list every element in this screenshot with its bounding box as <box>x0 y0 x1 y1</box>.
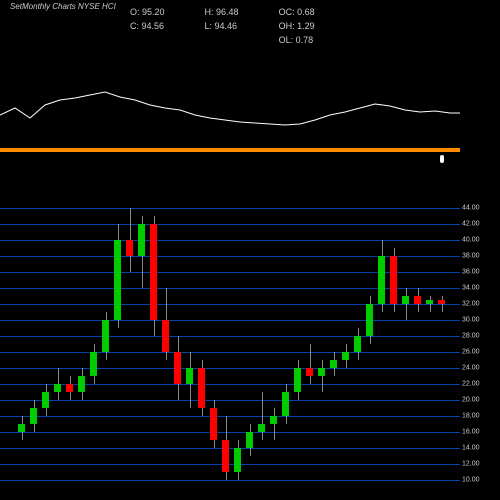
grid-line <box>0 320 460 321</box>
candle-body <box>102 320 109 352</box>
grid-line <box>0 448 460 449</box>
indicator-line <box>0 92 460 125</box>
price-axis: 44.00 42.00 40.00 38.00 36.00 34.00 32.00 30.00… <box>462 200 500 480</box>
grid-line <box>0 464 460 465</box>
candle-body <box>342 352 349 360</box>
candlestick-panel <box>0 200 460 480</box>
price-label: 44.00 <box>462 205 480 212</box>
candle-body <box>114 240 121 320</box>
candle-body <box>402 296 409 304</box>
candle-body <box>198 368 205 408</box>
candle-body <box>90 352 97 376</box>
price-label: 28.00 <box>462 333 480 340</box>
candle-body <box>30 408 37 424</box>
candle-body <box>42 392 49 408</box>
grid-line <box>0 416 460 417</box>
candle-body <box>54 384 61 392</box>
candle-body <box>426 300 433 304</box>
candle-wick <box>430 296 431 312</box>
candle-body <box>438 300 445 304</box>
line-chart-svg <box>0 0 460 148</box>
candle-body <box>222 440 229 472</box>
candle-body <box>162 320 169 352</box>
price-label: 12.00 <box>462 461 480 468</box>
candle-body <box>282 392 289 416</box>
candle-body <box>246 432 253 448</box>
price-label: 10.00 <box>462 477 480 484</box>
candle-wick <box>406 288 407 320</box>
candle-body <box>234 448 241 472</box>
candle-body <box>294 368 301 392</box>
candle-wick <box>274 408 275 440</box>
price-label: 32.00 <box>462 301 480 308</box>
price-label: 22.00 <box>462 381 480 388</box>
candle-body <box>414 296 421 304</box>
grid-line <box>0 224 460 225</box>
price-label: 40.00 <box>462 237 480 244</box>
price-label: 14.00 <box>462 445 480 452</box>
grid-line <box>0 480 460 481</box>
candle-body <box>354 336 361 352</box>
grid-line <box>0 368 460 369</box>
grid-line <box>0 240 460 241</box>
price-label: 18.00 <box>462 413 480 420</box>
candle-body <box>174 352 181 384</box>
grid-line <box>0 304 460 305</box>
grid-line <box>0 208 460 209</box>
candle-wick <box>322 360 323 392</box>
candle-body <box>366 304 373 336</box>
candle-body <box>258 424 265 432</box>
grid-line <box>0 336 460 337</box>
candle-body <box>330 360 337 368</box>
price-label: 36.00 <box>462 269 480 276</box>
price-label: 42.00 <box>462 221 480 228</box>
candle-body <box>138 224 145 256</box>
panel-divider <box>0 148 460 152</box>
candle-body <box>318 368 325 376</box>
candle-body <box>126 240 133 256</box>
candle-body <box>186 368 193 384</box>
price-label: 20.00 <box>462 397 480 404</box>
candle-body <box>66 384 73 392</box>
grid-line <box>0 432 460 433</box>
candle-body <box>18 424 25 432</box>
price-label: 24.00 <box>462 365 480 372</box>
candle-body <box>306 368 313 376</box>
candle-body <box>390 256 397 304</box>
price-label: 38.00 <box>462 253 480 260</box>
grid-line <box>0 352 460 353</box>
price-label: 26.00 <box>462 349 480 356</box>
price-label: 30.00 <box>462 317 480 324</box>
candle-body <box>378 256 385 304</box>
price-label: 16.00 <box>462 429 480 436</box>
candle-wick <box>262 392 263 440</box>
candle-body <box>150 224 157 320</box>
candle-wick <box>442 296 443 312</box>
grid-line <box>0 400 460 401</box>
candle-body <box>78 376 85 392</box>
candle-body <box>210 408 217 440</box>
candle-body <box>270 416 277 424</box>
current-marker <box>440 155 444 163</box>
candle-wick <box>310 344 311 384</box>
indicator-panel <box>0 0 460 148</box>
price-label: 34.00 <box>462 285 480 292</box>
